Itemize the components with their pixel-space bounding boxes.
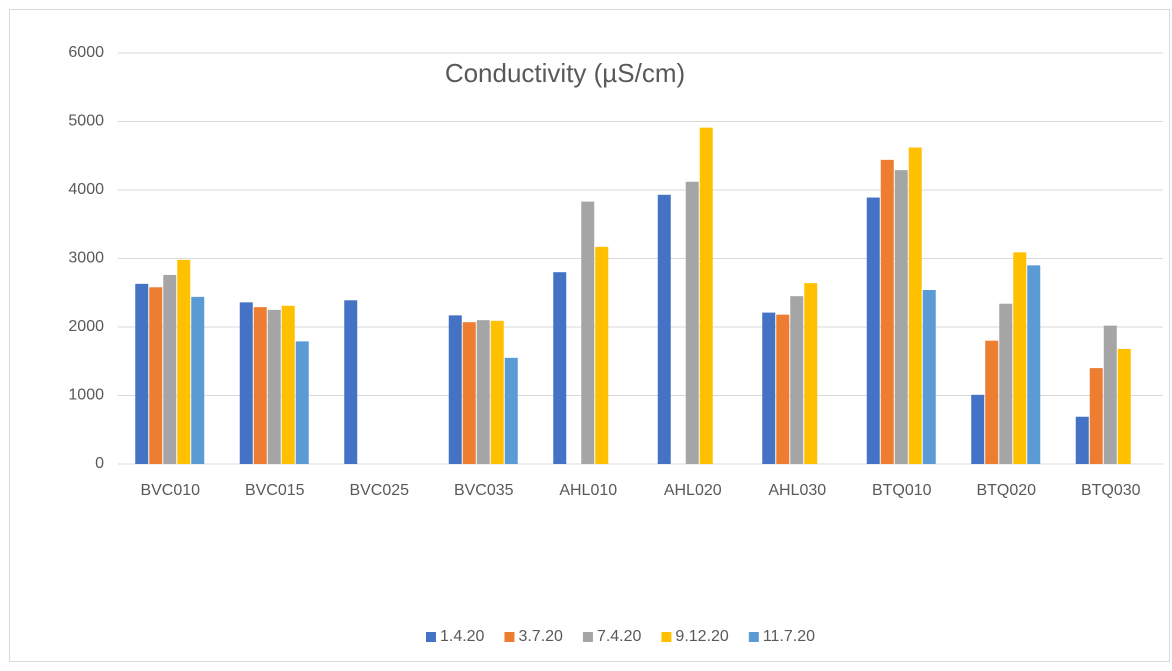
bar [490,320,504,464]
bar [344,300,358,464]
legend-item: 9.12.20 [661,628,729,645]
bar [462,322,476,464]
bar [595,246,609,464]
y-tick-label: 4000 [68,181,104,198]
x-tick-label: BVC035 [454,482,514,499]
bar [135,283,149,464]
x-tick-label: BVC015 [245,482,305,499]
y-tick-label: 0 [95,455,104,472]
legend-swatch [425,632,436,642]
bar [253,307,267,464]
x-tick-label: BTQ020 [976,482,1036,499]
bar [476,320,490,464]
chart-title: Conductivity (µS/cm) [445,58,685,88]
bar [922,290,936,464]
bar [163,274,177,464]
y-tick-label: 2000 [68,318,104,335]
legend-item: 1.4.20 [425,628,485,645]
bar [1103,325,1117,464]
x-tick-label: BTQ030 [1081,482,1141,499]
bar [177,259,191,464]
x-tick-label: BVC010 [140,482,200,499]
x-tick-label: AHL030 [768,482,826,499]
bar [1117,348,1131,464]
legend-label: 9.12.20 [675,628,728,645]
bar [267,309,281,464]
legend-item: 7.4.20 [582,628,642,645]
bar [880,159,894,465]
legend-swatch [661,632,672,642]
bar [971,394,985,464]
bar [657,194,671,465]
bar [1075,416,1089,464]
legend-item: 11.7.20 [748,628,815,645]
bar [295,341,309,464]
bar [239,302,253,464]
bar [149,287,163,464]
bar [776,314,790,464]
bar [685,181,699,464]
bar [866,197,880,464]
x-tick-label: BTQ010 [872,482,932,499]
bar [999,303,1013,464]
bar [699,127,713,464]
bar [790,296,804,464]
x-tick-label: AHL010 [559,482,617,499]
y-tick-label: 6000 [68,44,104,61]
x-tick-label: BVC025 [349,482,409,499]
bar [581,201,595,464]
bar [1027,265,1041,464]
legend-swatch [582,632,593,642]
legend-swatch [504,632,515,642]
y-tick-label: 1000 [68,387,104,404]
x-tick-label: AHL020 [664,482,722,499]
bar [985,340,999,464]
bar [894,170,908,464]
y-tick-label: 5000 [68,113,104,130]
legend-label: 1.4.20 [440,628,485,645]
bar [908,147,922,464]
y-tick-label: 3000 [68,250,104,267]
bar [504,357,518,464]
bar [281,305,295,464]
legend-swatch [748,632,759,642]
bar [553,272,567,464]
legend-label: 11.7.20 [763,628,815,645]
legend-label: 7.4.20 [597,628,642,645]
bar [191,296,205,464]
bar [804,283,818,464]
bar [762,312,776,464]
bar [1013,252,1027,464]
bar [448,315,462,464]
legend-item: 3.7.20 [504,628,563,645]
legend-label: 3.7.20 [518,628,563,645]
bar [1089,368,1103,464]
